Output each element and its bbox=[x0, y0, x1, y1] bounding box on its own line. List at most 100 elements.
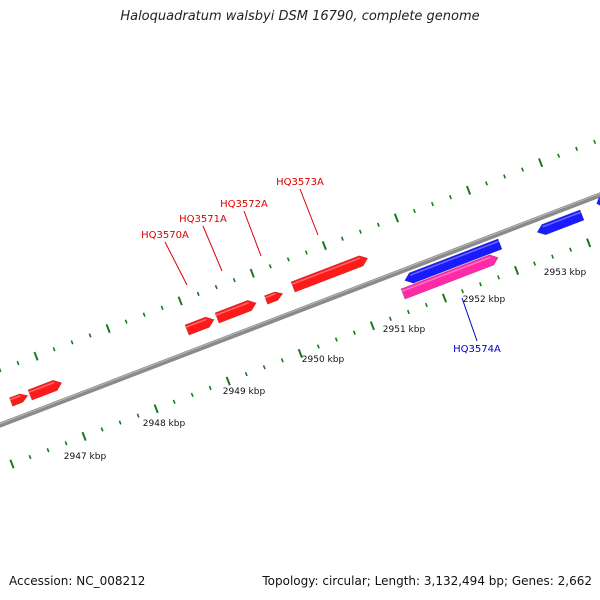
inner-tick bbox=[280, 358, 284, 363]
outer-tick bbox=[70, 340, 74, 345]
gene-label-hq3572a[interactable]: HQ3572A bbox=[220, 199, 268, 210]
gene-arrow-reverse-shine bbox=[542, 211, 582, 228]
outer-tick bbox=[52, 347, 56, 352]
gene-track bbox=[9, 197, 600, 407]
accession-label: Accession: NC_008212 bbox=[9, 574, 146, 588]
outer-tick bbox=[321, 241, 327, 251]
outer-tick bbox=[16, 360, 20, 366]
outer-tick bbox=[105, 323, 111, 334]
inner-tick bbox=[334, 337, 338, 342]
label-leader-lines bbox=[164, 188, 478, 342]
inner-tick bbox=[64, 441, 68, 446]
scale-label: 2951 kbp bbox=[383, 325, 426, 335]
inner-tick bbox=[9, 459, 15, 469]
leader-line bbox=[461, 297, 478, 342]
scale-label: 2950 kbp bbox=[302, 355, 345, 365]
gene-arrow-reverse[interactable] bbox=[536, 209, 585, 236]
outer-tick bbox=[196, 291, 200, 297]
gene-arrow-forward-shine bbox=[9, 395, 21, 401]
inner-tick bbox=[533, 261, 537, 266]
leader-line bbox=[243, 210, 262, 257]
gene-arrow-forward-shine bbox=[215, 301, 249, 316]
inner-tick bbox=[28, 454, 32, 460]
gene-arrow-forward[interactable] bbox=[264, 291, 284, 305]
inner-tick bbox=[406, 309, 410, 315]
inner-tick bbox=[46, 448, 50, 453]
outer-tick bbox=[503, 174, 507, 179]
outer-tick bbox=[340, 236, 344, 241]
inner-tick bbox=[352, 330, 356, 335]
gene-arrow-forward[interactable] bbox=[9, 393, 29, 407]
scale-label: 2953 kbp bbox=[544, 268, 587, 278]
scale-label: 2948 kbp bbox=[143, 419, 186, 429]
inner-tick bbox=[190, 392, 194, 398]
inner-tick bbox=[497, 275, 500, 280]
outer-tick bbox=[358, 229, 362, 234]
inner-tick bbox=[461, 289, 464, 294]
outer-tick bbox=[575, 146, 579, 151]
outer-tick bbox=[485, 181, 488, 186]
outer-tick bbox=[160, 305, 164, 310]
gene-label-layer: HQ3570A HQ3571A HQ3572A HQ3573A HQ3574A bbox=[141, 177, 501, 355]
gene-arrow-hq3574a[interactable] bbox=[400, 254, 499, 300]
inner-tick bbox=[118, 420, 122, 425]
inner-tick bbox=[479, 282, 482, 287]
inner-tick bbox=[153, 404, 159, 414]
gene-label-hq3574a[interactable]: HQ3574A bbox=[453, 344, 501, 355]
outer-tick bbox=[214, 284, 218, 290]
leader-line bbox=[202, 225, 223, 272]
outer-tick bbox=[393, 213, 399, 223]
inner-tick bbox=[441, 293, 448, 303]
outer-tick bbox=[304, 250, 308, 255]
inner-tick bbox=[551, 254, 555, 259]
inner-tick bbox=[514, 265, 520, 276]
gene-arrow-forward[interactable] bbox=[214, 299, 257, 324]
outer-tick bbox=[412, 208, 416, 214]
outer-tick bbox=[88, 333, 92, 338]
inner-tick bbox=[262, 365, 266, 370]
gene-arrow-forward-shine bbox=[185, 318, 207, 328]
inner-tick bbox=[388, 316, 392, 321]
gene-arrow-reverse[interactable] bbox=[404, 238, 503, 284]
outer-tick bbox=[268, 264, 272, 269]
leader-line bbox=[164, 241, 188, 286]
scale-label: 2949 kbp bbox=[223, 387, 266, 397]
leader-line bbox=[299, 188, 319, 236]
inner-tick-track bbox=[9, 238, 592, 469]
outer-tick bbox=[33, 351, 39, 361]
gene-arrow-forward-hq3573a[interactable] bbox=[290, 255, 369, 293]
genome-title: Haloquadratum walsbyi DSM 16790, complet… bbox=[120, 9, 480, 24]
gene-arrow-forward[interactable] bbox=[27, 379, 63, 401]
inner-tick bbox=[172, 399, 176, 404]
outer-tick bbox=[286, 257, 290, 262]
gene-arrow-forward-shine bbox=[28, 381, 55, 393]
scale-label: 2947 kbp bbox=[64, 452, 107, 462]
outer-tick bbox=[0, 367, 2, 373]
outer-tick bbox=[249, 268, 255, 278]
outer-tick bbox=[521, 167, 525, 172]
gene-arrow-reverse-shine bbox=[409, 240, 500, 276]
outer-tick bbox=[538, 158, 544, 168]
inner-tick bbox=[225, 376, 231, 386]
inner-tick bbox=[569, 247, 573, 252]
inner-tick bbox=[586, 238, 592, 248]
inner-tick bbox=[424, 302, 428, 308]
gene-label-hq3570a[interactable]: HQ3570A bbox=[141, 230, 189, 241]
gene-arrow-forward[interactable] bbox=[184, 316, 215, 336]
scale-label: 2952 kbp bbox=[463, 295, 506, 305]
inner-tick bbox=[297, 348, 303, 358]
inner-tick bbox=[208, 385, 212, 391]
gene-label-hq3571a[interactable]: HQ3571A bbox=[179, 214, 227, 225]
inner-tick bbox=[81, 431, 87, 441]
inner-tick bbox=[369, 321, 375, 331]
gene-arrow-forward-hq3573a-shine bbox=[291, 257, 361, 285]
inner-tick bbox=[316, 344, 320, 349]
outer-tick bbox=[376, 222, 380, 227]
outer-tick bbox=[593, 139, 597, 145]
scale-label-layer: 2947 kbp 2948 kbp 2949 kbp 2950 kbp 2951 kbp… bbox=[64, 268, 587, 462]
gene-label-hq3573a[interactable]: HQ3573A bbox=[276, 177, 324, 188]
outer-tick bbox=[142, 312, 146, 317]
inner-tick bbox=[244, 371, 248, 377]
outer-tick bbox=[557, 153, 561, 158]
